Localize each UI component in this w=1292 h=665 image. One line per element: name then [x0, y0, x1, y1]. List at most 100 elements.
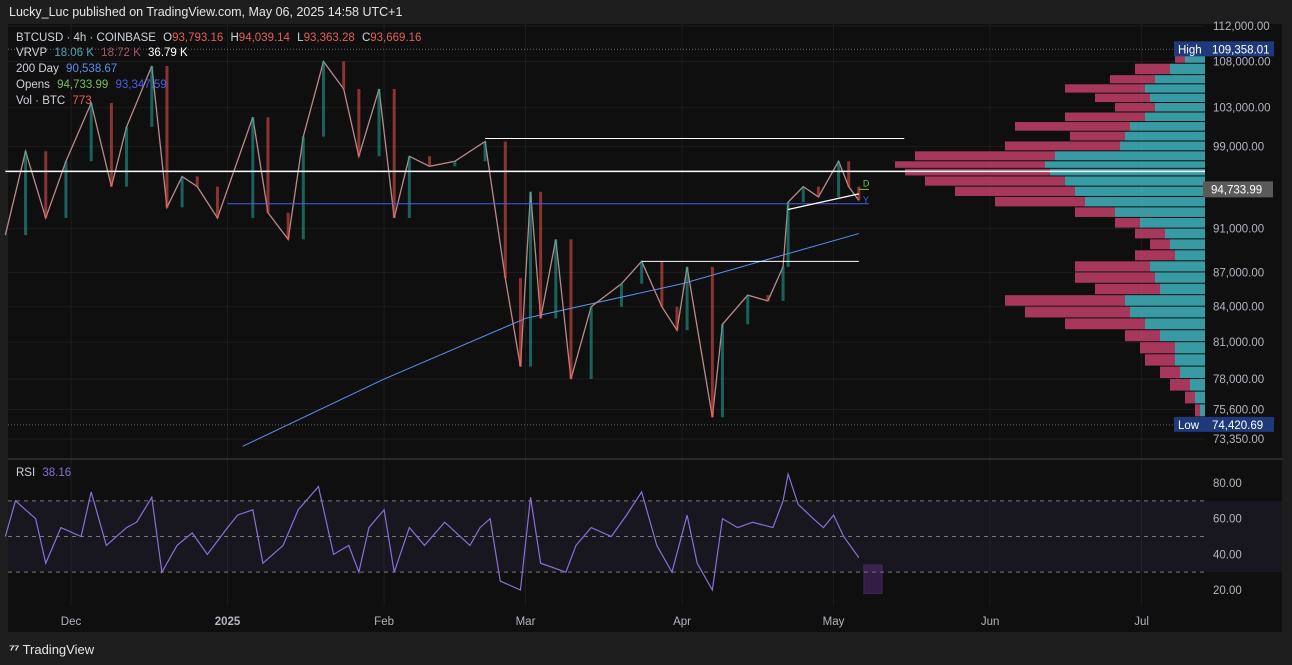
vrvp-down: 18.72 K — [101, 47, 141, 59]
candle — [89, 103, 93, 162]
legend-opens-row[interactable]: Opens 94,733.99 93,347.59 — [16, 79, 167, 91]
volume-profile-up-bar — [1125, 131, 1205, 141]
candle — [857, 186, 861, 201]
price-tick-label: 112,000.00 — [1213, 21, 1270, 33]
volume-profile-down-bar — [995, 196, 1085, 207]
volume-profile-up-bar — [1130, 306, 1205, 318]
volume-profile-down-bar — [1005, 295, 1125, 306]
rsi-tick-label: 80.00 — [1213, 478, 1242, 490]
volume-profile-up-bar — [1165, 228, 1205, 239]
candle — [589, 306, 593, 380]
legend-rsi-row[interactable]: RSI 38.16 — [16, 467, 72, 479]
price-tick-label: 87,000.00 — [1213, 267, 1264, 279]
volume-profile-up-bar — [1045, 161, 1205, 168]
price-tick-label: 81,000.00 — [1213, 337, 1264, 349]
candle — [357, 88, 361, 157]
rsi-line — [4, 471, 860, 592]
volume-profile-down-bar — [1135, 63, 1170, 75]
volume-profile-up-bar — [1155, 103, 1205, 112]
volume-profile-up-bar — [1085, 196, 1205, 207]
high-value: 94,039.14 — [238, 32, 290, 44]
candle — [746, 295, 750, 325]
candle — [301, 136, 305, 240]
candle — [766, 295, 770, 301]
volume-profile-down-bar — [1075, 207, 1115, 217]
candle — [816, 186, 820, 197]
open-value: 93,793.16 — [172, 32, 224, 44]
candle — [720, 324, 724, 418]
high-badge — [1174, 41, 1274, 57]
tradingview-brand[interactable]: ⁷⁷ TradingView — [9, 641, 95, 657]
candle — [503, 141, 507, 279]
volume-profile-down-bar — [1185, 391, 1195, 404]
volume-profile-up-bar — [1180, 366, 1205, 379]
candle — [640, 261, 644, 284]
volume-profile-down-bar — [1115, 103, 1155, 112]
price-tick-label: 99,000.00 — [1213, 141, 1264, 153]
volume-profile-down-bar — [955, 186, 1075, 196]
symbol-name[interactable]: BTCUSD · 4h · COINBASE — [16, 32, 156, 44]
candle — [150, 66, 154, 127]
volume-profile-up-bar — [1065, 176, 1205, 186]
volume-profile-up-bar — [1155, 75, 1205, 84]
candle — [215, 186, 219, 218]
legend-volume-row[interactable]: Vol · BTC 773 — [16, 95, 92, 107]
volume-profile-down-bar — [1025, 306, 1130, 318]
volume-profile-up-bar — [1200, 404, 1205, 417]
volume-profile-up-bar — [1185, 52, 1205, 63]
time-tick-label: Mar — [516, 616, 536, 628]
price-tick-label: 91,000.00 — [1213, 224, 1264, 236]
volume-profile-up-bar — [1175, 354, 1205, 366]
volume-profile-down-bar — [1115, 217, 1140, 228]
candle — [428, 156, 432, 167]
price-tick-label: 75,600.00 — [1213, 405, 1264, 417]
candle — [195, 176, 199, 187]
candle — [44, 151, 48, 218]
volume-profile-up-bar — [1055, 151, 1205, 161]
candle — [675, 306, 679, 331]
volume-profile-down-bar — [1140, 342, 1175, 354]
rsi-tick-label: 40.00 — [1213, 549, 1242, 561]
vrvp-up: 18.06 K — [54, 47, 94, 59]
volume-profile-up-bar — [1140, 217, 1205, 228]
volume-profile-up-bar — [1050, 168, 1205, 176]
candle — [109, 103, 113, 187]
high-label: High — [1178, 44, 1202, 56]
candle — [342, 61, 346, 89]
volume-profile-down-bar — [1075, 272, 1155, 283]
volume-profile-down-bar — [1070, 131, 1125, 141]
volume-profile-down-bar — [1015, 122, 1130, 131]
candle — [847, 161, 851, 187]
volume-profile-up-bar — [1075, 186, 1205, 196]
candle — [801, 186, 805, 203]
volume-profile-down-bar — [925, 176, 1065, 186]
low-value: 74,420.69 — [1212, 420, 1263, 432]
time-tick-label: Jul — [1134, 616, 1149, 628]
time-tick-label: Apr — [673, 616, 691, 628]
volume-profile-down-bar — [1170, 379, 1190, 391]
volume-profile-down-bar — [1065, 318, 1145, 330]
volume-profile-up-bar — [1120, 141, 1205, 151]
legend-ma-row[interactable]: 200 Day 90,538.67 — [16, 63, 118, 75]
rsi-tick-label: 60.00 — [1213, 514, 1242, 526]
vrvp-total: 36.79 K — [148, 47, 188, 59]
volume-profile-up-bar — [1145, 112, 1205, 122]
time-tick-label: Feb — [374, 616, 394, 628]
volume-profile-up-bar — [1175, 342, 1205, 354]
candle — [554, 239, 558, 319]
volume-profile-up-bar — [1195, 391, 1205, 404]
legend-vrvp-row[interactable]: VRVP 18.06 K 18.72 K 36.79 K — [16, 47, 188, 59]
current-price-badge — [1203, 181, 1273, 198]
volume-profile-up-bar — [1145, 84, 1205, 93]
candle — [685, 266, 689, 331]
time-tick-label: Dec — [61, 616, 82, 628]
volume-profile-down-bar — [1095, 283, 1160, 295]
volume-profile-up-bar — [1115, 207, 1205, 217]
price-tick-label: 103,000.00 — [1213, 103, 1271, 115]
volume-profile-up-bar — [1130, 122, 1205, 131]
legend-symbol-row: BTCUSD · 4h · COINBASE O93,793.16 H94,03… — [16, 32, 422, 44]
yearly-open-line-tag: Y — [863, 195, 869, 205]
candle — [619, 283, 623, 307]
candle — [286, 212, 290, 240]
